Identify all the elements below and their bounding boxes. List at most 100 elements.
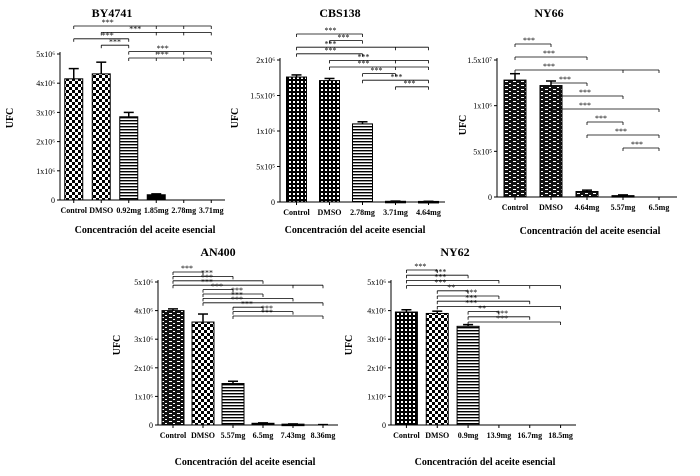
- y-axis-label: UFC: [5, 108, 16, 129]
- bar: [146, 194, 166, 201]
- significance-label: ***: [231, 291, 243, 300]
- significance-bracket: ***: [362, 66, 396, 77]
- x-axis-label: Concentración del aceite esencial: [175, 457, 316, 468]
- significance-bracket: ***: [296, 26, 363, 37]
- x-tick-label: Control: [283, 208, 310, 217]
- x-axis-label: Concentración del aceite esencial: [415, 457, 556, 468]
- significance-label: ***: [559, 75, 571, 84]
- significance-bracket: ***: [467, 309, 531, 320]
- significance-bracket: ***: [296, 46, 363, 57]
- significance-bracket: ***: [329, 33, 363, 44]
- chart-title: NY66: [534, 6, 563, 20]
- significance-bracket: ***: [202, 286, 264, 297]
- bar: [539, 85, 563, 198]
- x-axis-label: Concentración del aceite esencial: [520, 226, 661, 237]
- y-axis-label: UFC: [458, 115, 469, 136]
- x-tick-label: 1.85mg: [144, 206, 169, 215]
- x-tick-label: DMSO: [539, 203, 563, 212]
- x-tick-label: 16.7mg: [517, 431, 542, 440]
- bar: [191, 321, 215, 426]
- chart-ny62: NY62 UFC Concentración del aceite esenci…: [344, 245, 576, 468]
- significance-label: **: [447, 283, 455, 292]
- significance-bracket: ***: [395, 79, 429, 90]
- significance-label: ***: [434, 267, 446, 276]
- significance-label: ***: [129, 25, 141, 34]
- significance-bracket: ***: [514, 49, 588, 60]
- significance-bracket: ***: [73, 31, 130, 42]
- significance-bracket: ***: [128, 44, 212, 55]
- significance-bracket: ***: [436, 293, 531, 305]
- significance-label: ***: [358, 53, 370, 62]
- significance-label: ***: [181, 264, 193, 273]
- x-tick-label: 6.5mg: [649, 203, 670, 212]
- bar: [352, 123, 373, 203]
- significance-label: ***: [595, 114, 607, 123]
- significance-bracket: ***: [172, 277, 324, 289]
- x-tick-label: 7.43mg: [281, 431, 306, 440]
- plot-area: 0 5x10⁵ 1x10⁶ 1.5x10⁷ Control DMSO 4.64mg 5.57m…: [467, 36, 677, 212]
- y-axis-label: UFC: [230, 108, 241, 129]
- y-tick-label: 3x10⁶: [36, 108, 55, 117]
- y-tick-label: 1.5x10⁷: [467, 56, 492, 65]
- y-tick-label: 5x10⁶: [134, 278, 153, 287]
- significance-bracket: ***: [202, 291, 294, 302]
- significance-label: ***: [325, 26, 337, 35]
- y-tick-label: 1x10⁶: [134, 392, 153, 401]
- x-tick-label: 4.64mg: [575, 203, 600, 212]
- significance-label: ***: [465, 293, 477, 302]
- bar: [425, 312, 449, 426]
- y-tick-label: 4x10⁶: [134, 307, 153, 316]
- significance-label: ***: [231, 286, 243, 295]
- y-tick-label: 2x10⁶: [367, 364, 386, 373]
- bar: [394, 311, 418, 426]
- bar: [503, 79, 527, 198]
- chart-title: AN400: [200, 245, 235, 259]
- significance-bracket: ***: [586, 114, 624, 125]
- significance-bracket: ***: [406, 278, 561, 289]
- significance-label: ***: [102, 18, 114, 27]
- y-tick-label: 0: [488, 193, 492, 202]
- significance-label: ***: [211, 282, 223, 291]
- significance-bracket: ***: [467, 314, 561, 325]
- y-tick-label: 5x10⁵: [473, 147, 492, 156]
- significance-bracket: ***: [172, 273, 264, 284]
- significance-label: ***: [157, 50, 169, 59]
- x-tick-label: 2.78mg: [171, 206, 196, 215]
- significance-bracket: ***: [202, 282, 234, 293]
- x-tick-label: 5.57mg: [221, 431, 246, 440]
- x-axis-label: Concentración del aceite esencial: [285, 225, 426, 236]
- bar: [319, 80, 340, 203]
- significance-label: ***: [325, 39, 337, 48]
- significance-bracket: **: [467, 304, 500, 315]
- significance-bracket: ***: [100, 25, 212, 36]
- x-tick-label: Control: [393, 431, 420, 440]
- chart-cbs138: CBS138 UFC Concentración del aceite esen…: [230, 6, 445, 236]
- significance-bracket: ***: [232, 304, 294, 315]
- significance-label: ***: [465, 299, 477, 308]
- x-tick-label: 2.78mg: [350, 208, 375, 217]
- significance-bracket: ***: [550, 75, 588, 86]
- significance-bracket: ***: [100, 37, 130, 49]
- x-tick-label: 3.71mg: [199, 206, 224, 215]
- significance-bracket: ***: [622, 140, 660, 151]
- significance-label: ***: [496, 309, 508, 318]
- significance-bracket: ***: [406, 262, 438, 273]
- x-tick-label: DMSO: [318, 208, 342, 217]
- y-tick-label: 1x10⁶: [36, 167, 55, 176]
- x-tick-label: 6.5mg: [253, 431, 274, 440]
- x-tick-label: Control: [502, 203, 529, 212]
- significance-label: ***: [615, 127, 627, 136]
- x-tick-label: 4.64mg: [416, 208, 441, 217]
- y-tick-label: 1x10⁶: [256, 127, 275, 136]
- significance-label: ***: [157, 44, 169, 53]
- x-tick-label: DMSO: [191, 431, 215, 440]
- significance-bracket: **: [436, 283, 469, 294]
- significance-bracket: ***: [329, 53, 429, 64]
- significance-bracket: ***: [329, 59, 429, 70]
- chart-title: CBS138: [319, 6, 360, 20]
- significance-label: ***: [496, 314, 508, 323]
- significance-label: ***: [579, 101, 591, 110]
- x-tick-label: 5.57mg: [611, 203, 636, 212]
